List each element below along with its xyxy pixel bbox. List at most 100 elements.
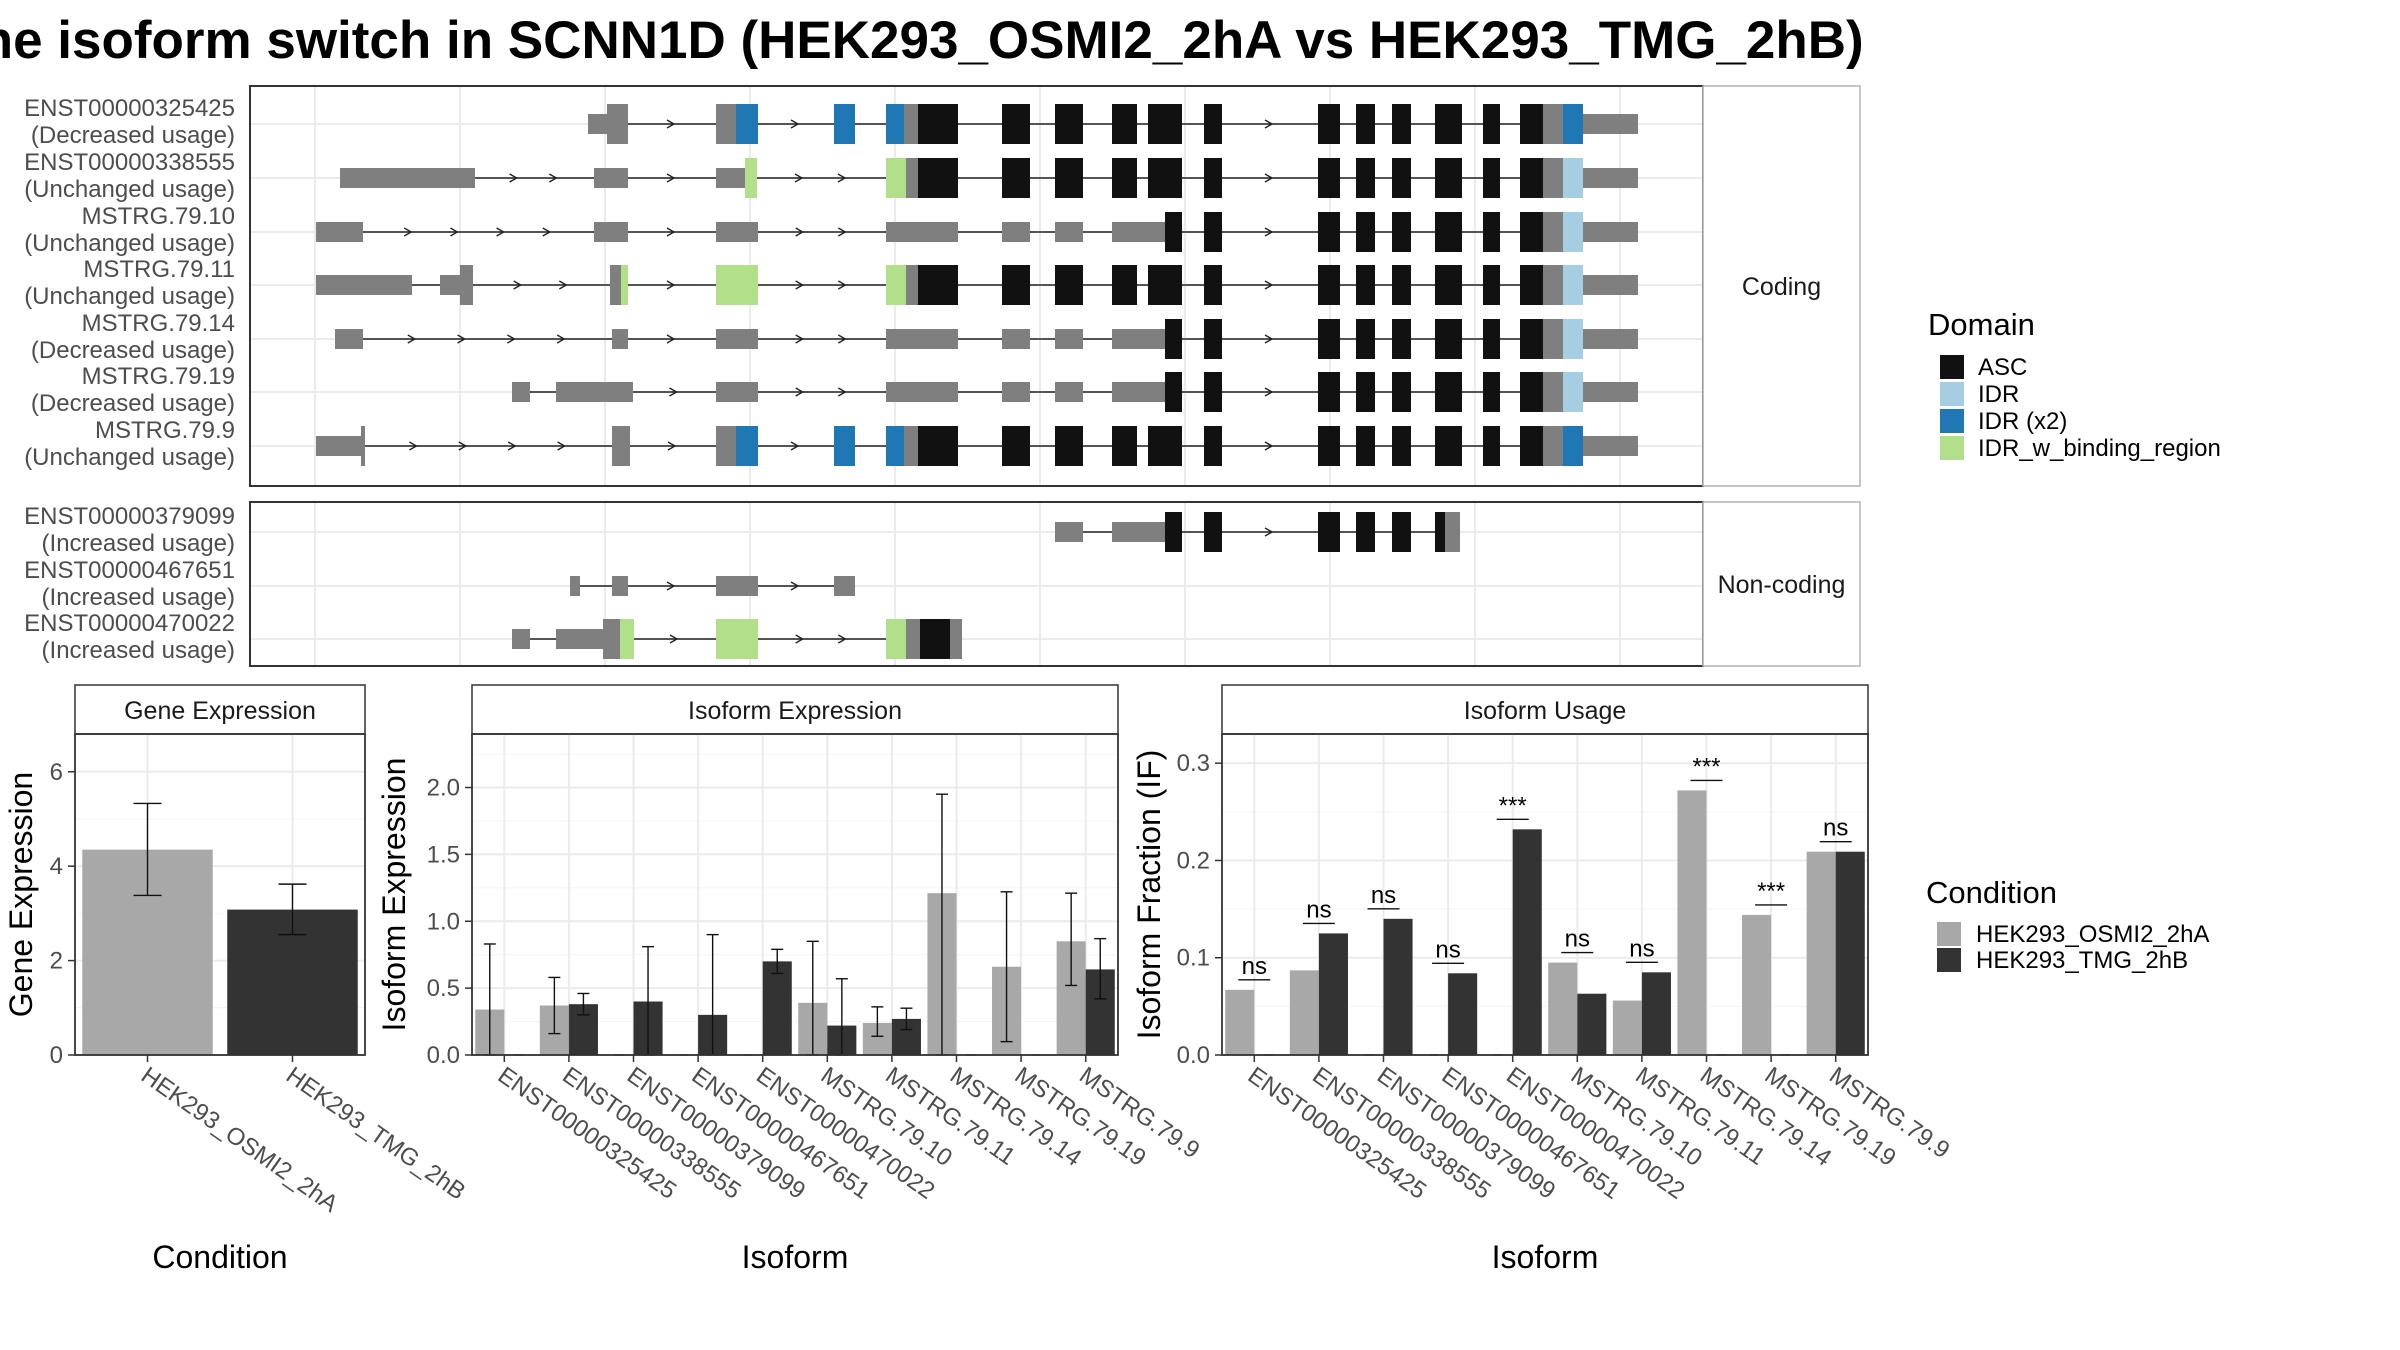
transcript-usage-label: (Increased usage) [42,637,235,664]
direction-arrow [669,634,679,644]
exon [1563,372,1583,412]
condition-legend-label: HEK293_TMG_2hB [1976,947,2188,974]
exon [1148,265,1182,305]
exon [1055,329,1083,349]
exon [1148,158,1182,198]
direction-arrow [1264,280,1274,290]
y-tick-label: 4 [50,853,63,880]
exon [886,158,906,198]
chart-isoform-expression: Isoform Expression0.00.51.01.52.0ENST000… [376,684,1204,1275]
y-tick-label: 2.0 [427,775,460,802]
significance-label: ns [1306,896,1331,923]
domain-legend-title: Domain [1928,307,2035,342]
exon [1204,265,1222,305]
chart-strip [1221,684,1869,735]
panel-background [250,502,1703,666]
panel-strip-label: Coding [1742,273,1821,301]
exon [1055,382,1083,402]
exon [1583,114,1638,134]
exon [556,382,633,402]
direction-arrow [790,441,800,451]
exon [316,222,363,242]
direction-arrow [666,227,676,237]
bar [1742,914,1772,1055]
structure-panel-non-coding: ENST00000379099(Increased usage)ENST0000… [24,501,1861,667]
exon [588,114,607,134]
exon [1583,382,1638,402]
bar [1577,993,1607,1055]
chart-isoform-usage: Isoform Usage 0.0 0.1 0.2 0.3 ns ns ns ns *** ns ns… [1131,684,1954,1275]
exon [1356,265,1375,305]
exon [918,104,958,144]
exon [361,426,365,466]
exon [904,426,918,466]
bar [1318,933,1348,1055]
exon [886,382,958,402]
exon [1392,104,1411,144]
exon [1563,265,1583,305]
exon [1435,265,1462,305]
exon [594,168,628,188]
exon [1520,426,1543,466]
exon [1392,212,1411,252]
direction-arrow [790,581,800,591]
exon [886,329,958,349]
y-tick-label: 0.0 [427,1042,460,1069]
direction-arrow [507,441,517,451]
transcript-id-label: ENST00000467651 [24,557,235,584]
domain-legend-key [1940,382,1964,406]
exon [1204,319,1222,359]
exon [1435,212,1462,252]
exon [1435,372,1462,412]
exon [1435,426,1462,466]
domain-legend-key [1940,409,1964,433]
exon [1055,222,1083,242]
exon [1356,212,1375,252]
exon [906,265,918,305]
direction-arrow [457,334,467,344]
exon [716,104,736,144]
exon [1583,329,1638,349]
significance-label: ns [1242,953,1267,980]
chart-strip [471,684,1119,735]
structure-panel-coding: ENST00000325425(Decreased usage)ENST0000… [24,85,1861,487]
exon [340,168,475,188]
significance-label: *** [1499,792,1527,819]
direction-arrow [666,280,676,290]
exon [594,222,628,242]
exon [612,329,628,349]
direction-arrow [837,387,847,397]
exon [1392,372,1411,412]
bar [1548,962,1578,1055]
exon [716,222,758,242]
chart-title: Isoform Expression [688,697,902,725]
bar [762,961,792,1055]
exon [716,168,745,188]
exon [1483,212,1500,252]
exon [1112,265,1137,305]
transcript-id-label: MSTRG.79.9 [95,417,235,444]
exon [1543,265,1563,305]
exon [1112,158,1137,198]
exon [1543,372,1563,412]
plot-border [471,733,1119,1056]
direction-arrow [666,119,676,129]
exon [607,104,628,144]
direction-arrow [557,441,567,451]
main-title: Gene isoform switch in SCNN1D (HEK293_OS… [0,11,1864,70]
exon [1165,212,1182,252]
direction-arrow [837,334,847,344]
direction-arrow [1264,334,1274,344]
exon [1392,426,1411,466]
exon [736,104,758,144]
exon [612,426,630,466]
exon [1318,158,1340,198]
exon [1435,104,1462,144]
exon [1543,319,1563,359]
direction-arrow [409,441,418,451]
exon [1563,104,1583,144]
exon [1112,522,1165,542]
direction-arrow [795,227,805,237]
